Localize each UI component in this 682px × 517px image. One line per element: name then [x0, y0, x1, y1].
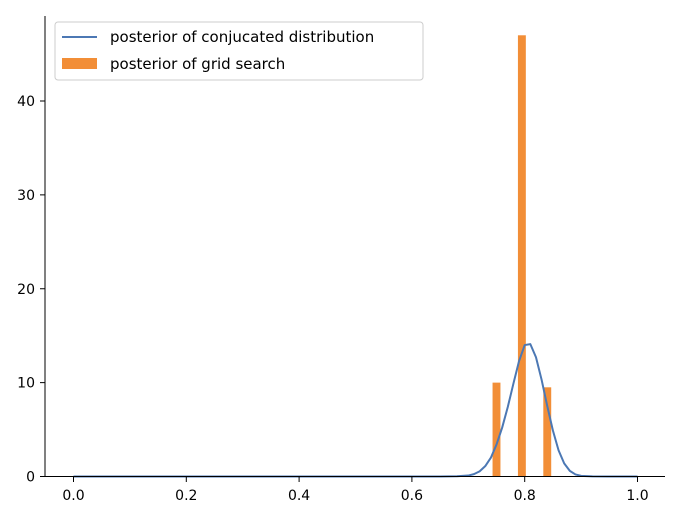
x-axis-ticks: 0.0 0.2 0.4 0.6 0.8 1.0: [62, 477, 649, 504]
x-tick-label: 1.0: [626, 488, 648, 504]
grid-search-bar: [543, 387, 552, 477]
x-tick-label: 0.0: [62, 488, 84, 504]
y-tick-label: 10: [17, 376, 35, 392]
grid-search-bar: [517, 35, 526, 477]
x-tick-label: 0.8: [514, 488, 536, 504]
grid-search-bars: [492, 35, 552, 477]
y-axis-ticks: 0 10 20 30 40: [17, 94, 45, 486]
x-tick-label: 0.6: [401, 488, 423, 504]
legend-label-conjugate: posterior of conjucated distribution: [110, 28, 374, 46]
y-tick-label: 20: [17, 282, 35, 298]
y-tick-label: 0: [26, 470, 35, 486]
legend-bar-swatch: [62, 58, 97, 69]
y-tick-label: 30: [17, 188, 35, 204]
conjugate-posterior-line: [73, 343, 638, 478]
x-tick-label: 0.4: [288, 488, 310, 504]
legend-box: [54, 21, 424, 81]
y-tick-label: 40: [17, 94, 35, 110]
legend-label-grid-search: posterior of grid search: [110, 55, 285, 73]
grid-search-bar: [492, 382, 501, 477]
legend: posterior of conjucated distribution pos…: [54, 21, 424, 81]
x-tick-label: 0.2: [175, 488, 197, 504]
